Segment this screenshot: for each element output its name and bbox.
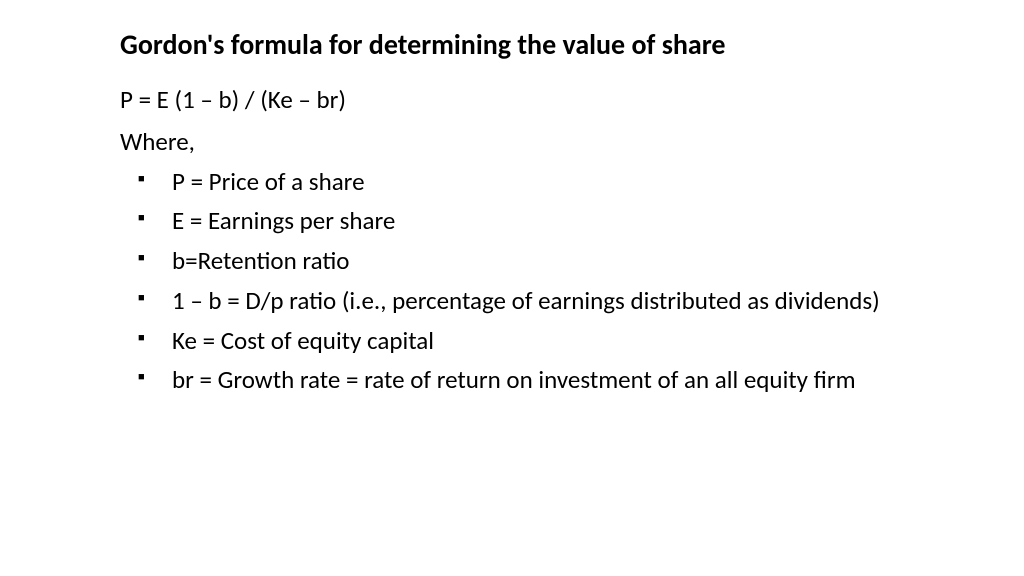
slide-title: Gordon's formula for determining the val… [120,28,904,62]
list-item: E = Earnings per share [120,204,904,238]
definition-list: P = Price of a share E = Earnings per sh… [120,165,904,398]
list-item: b=Retention ratio [120,244,904,278]
list-item: Ke = Cost of equity capital [120,324,904,358]
formula-text: P = E (1 – b) / (Ke – br) [120,84,904,117]
list-item: P = Price of a share [120,165,904,199]
where-label: Where, [120,126,904,159]
list-item: br = Growth rate = rate of return on inv… [120,363,904,397]
list-item: 1 – b = D/p ratio (i.e., percentage of e… [120,284,904,318]
